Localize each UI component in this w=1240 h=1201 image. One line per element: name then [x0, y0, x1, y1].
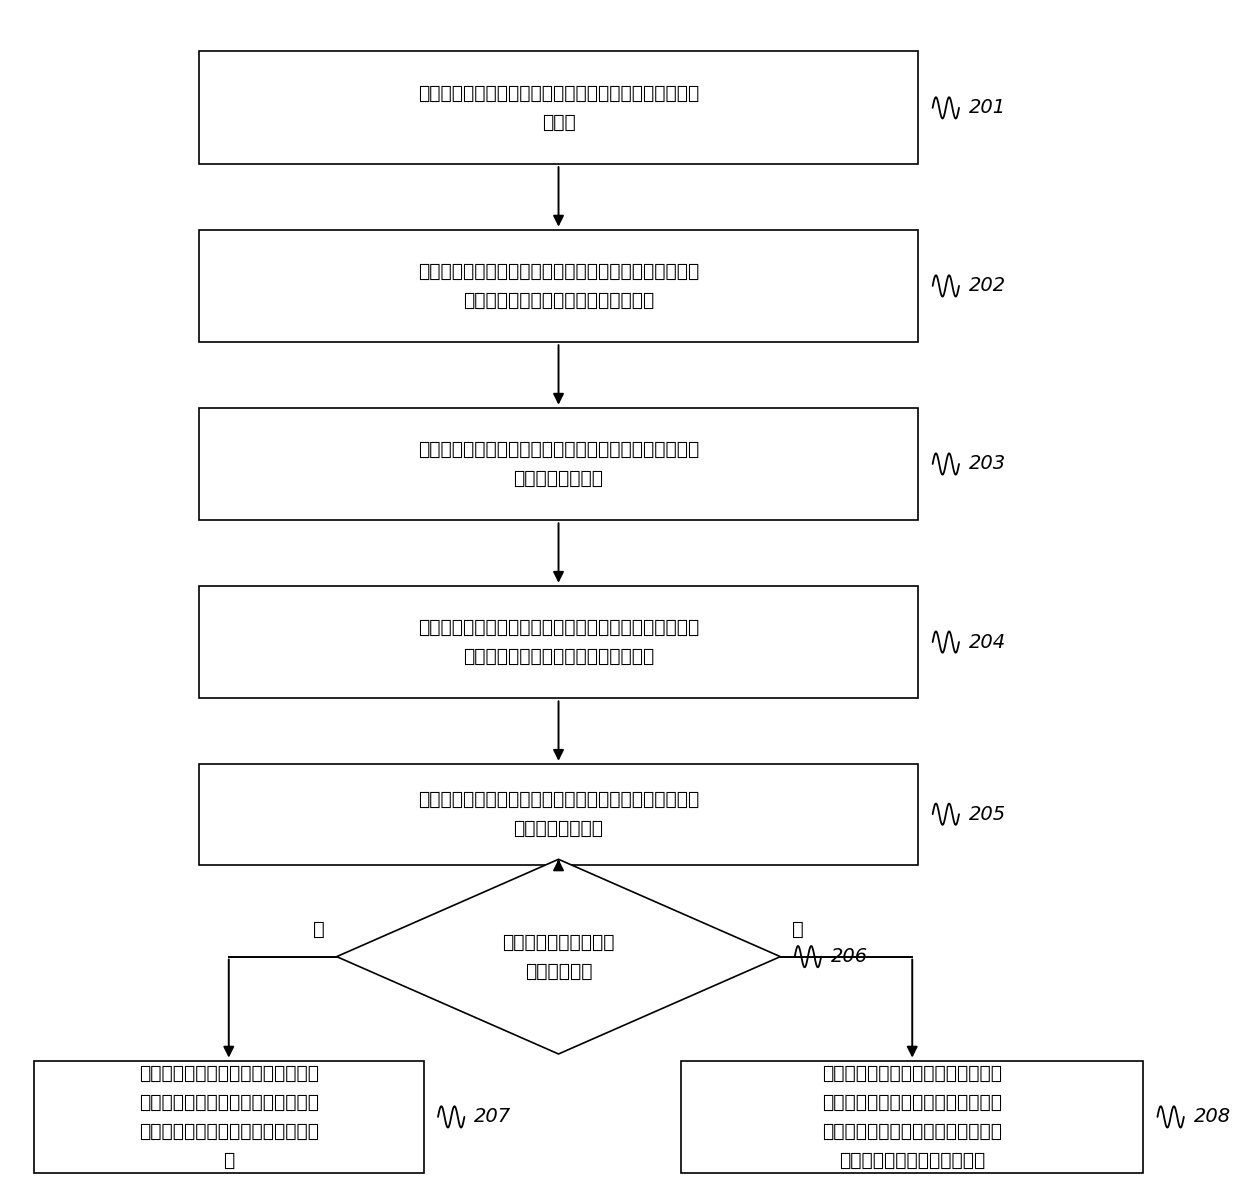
Bar: [33, 1060, 424, 1173]
Text: 根据系统的电气拓扑结构及信号关联关系生成蚁群算法拓
扑结构: 根据系统的电气拓扑结构及信号关联关系生成蚁群算法拓 扑结构: [418, 84, 699, 132]
Bar: [198, 586, 919, 699]
Bar: [198, 407, 919, 520]
Bar: [198, 229, 919, 342]
Text: 207: 207: [474, 1107, 511, 1127]
Text: 208: 208: [1193, 1107, 1230, 1127]
Polygon shape: [337, 859, 780, 1054]
Text: 确定最大信息素对应的路径为发生故
障的路径，并确定最大信息素对应的
路径中发生信号跳变的部件为故障部
件: 确定最大信息素对应的路径为发生故 障的路径，并确定最大信息素对应的 路径中发生信…: [139, 1064, 319, 1170]
Text: 204: 204: [968, 633, 1006, 652]
Text: 对当前检测周期内的蚁群算法拓扑结构中每条路径中各部
件发生信号跳变的次数和时间进行计数: 对当前检测周期内的蚁群算法拓扑结构中每条路径中各部 件发生信号跳变的次数和时间进…: [418, 262, 699, 310]
Bar: [682, 1060, 1143, 1173]
Text: 206: 206: [831, 948, 868, 966]
Text: 对当前检测周期的前半检测周期的每
条路径发生信号跳变的次数、发生信
号回跳的次数、时间计数值、挥发因
子及信息素大小进行清零处理: 对当前检测周期的前半检测周期的每 条路径发生信号跳变的次数、发生信 号回跳的次数…: [822, 1064, 1002, 1170]
Text: 201: 201: [968, 98, 1006, 118]
Text: 根据各部件发生信号跳变的时间计数值计算每条路径各部
件对应的挥发因子: 根据各部件发生信号跳变的时间计数值计算每条路径各部 件对应的挥发因子: [418, 440, 699, 488]
Text: 205: 205: [968, 805, 1006, 824]
Text: 否: 否: [792, 920, 804, 939]
Text: 是: 是: [312, 920, 325, 939]
Text: 判断在当前检测周期内
是否发生故障: 判断在当前检测周期内 是否发生故障: [502, 933, 615, 980]
Text: 将每条路径中的各部件的信息素进行累加计算，确定每条
路径的信息素大小: 将每条路径中的各部件的信息素进行累加计算，确定每条 路径的信息素大小: [418, 790, 699, 838]
Text: 203: 203: [968, 454, 1006, 473]
Text: 根据当前检测周期内的每条路径各部件发生信号跳变的次
数和挥发因子计算各部件对应的信息素: 根据当前检测周期内的每条路径各部件发生信号跳变的次 数和挥发因子计算各部件对应的…: [418, 619, 699, 665]
Bar: [198, 764, 919, 865]
Bar: [198, 52, 919, 165]
Text: 202: 202: [968, 276, 1006, 295]
